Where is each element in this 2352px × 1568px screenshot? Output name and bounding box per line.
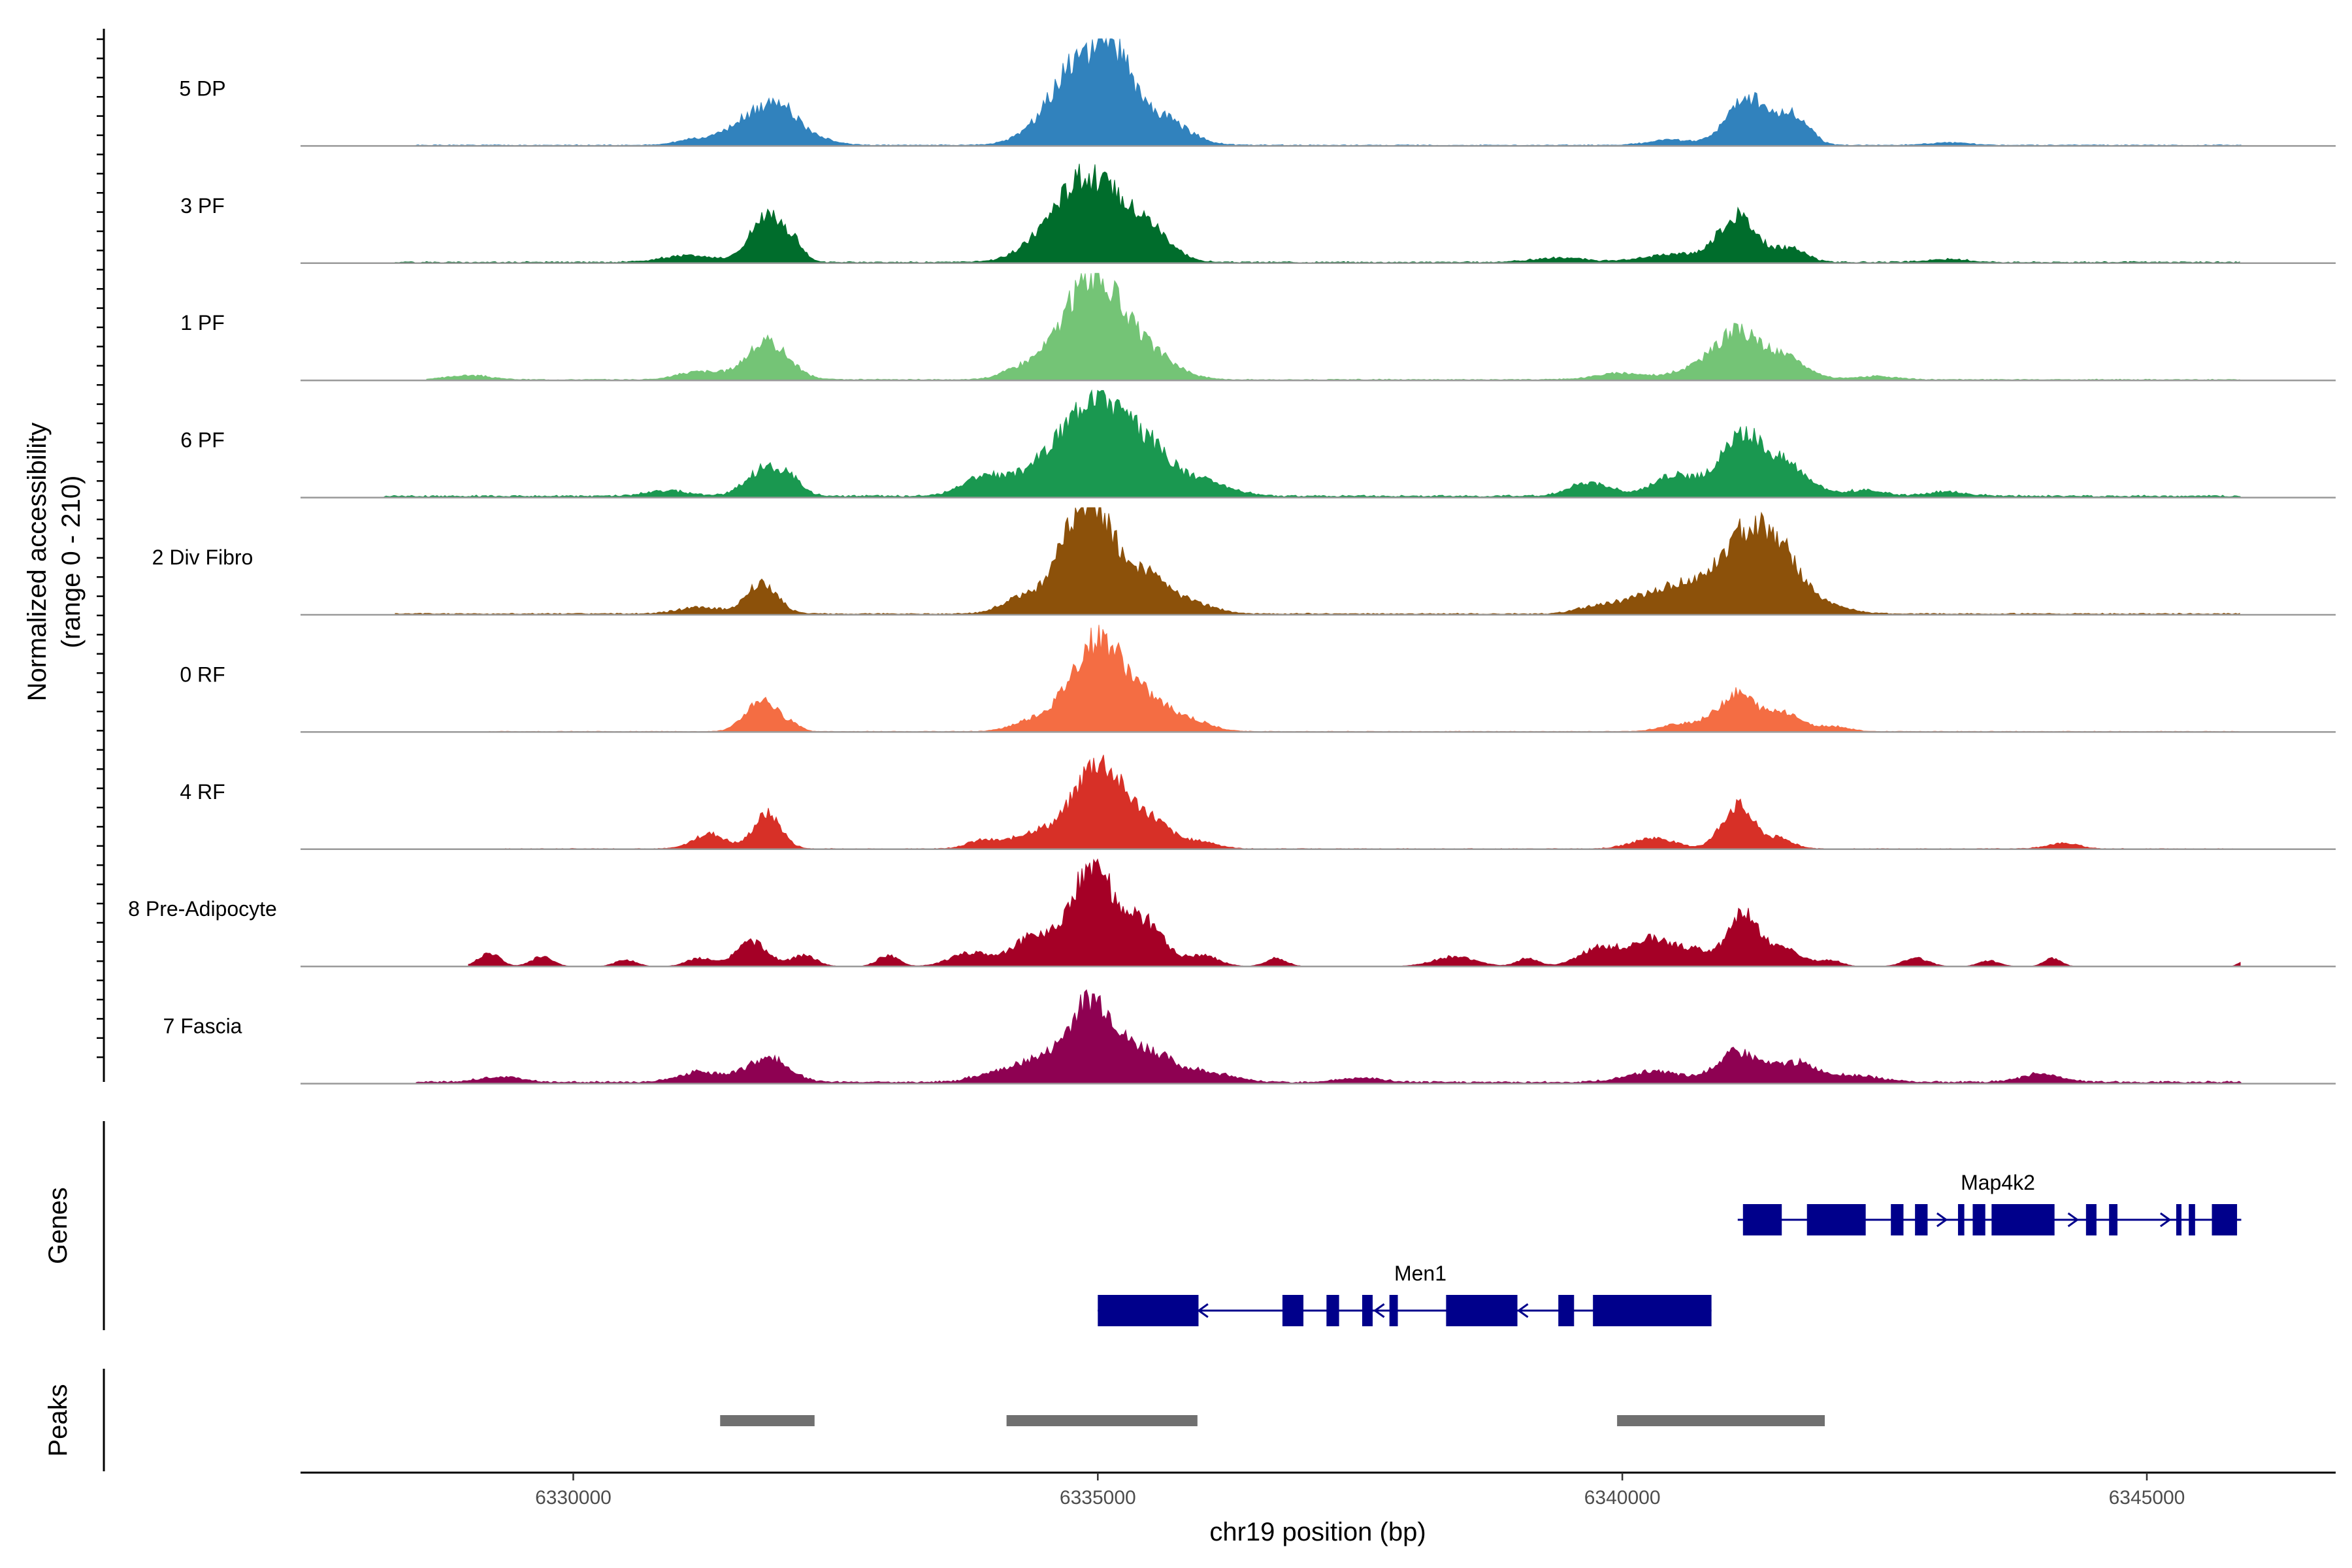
gene-exon [1593,1295,1712,1326]
x-axis-title: chr19 position (bp) [1209,1518,1426,1546]
gene-exon [1362,1295,1373,1326]
strand-arrow [2067,1212,2080,1228]
x-tick-label: 6345000 [2109,1487,2185,1509]
track-8-pre-adipocyte: 8 Pre-Adipocyte [128,858,2336,968]
gene-exon [1972,1204,1985,1235]
gene-exon [1282,1295,1304,1326]
gene-exon [1806,1204,1866,1235]
track-label: 8 Pre-Adipocyte [128,897,277,921]
gene-exon [1558,1295,1575,1326]
y-axis-title-line1: Normalized accessibility [23,423,52,702]
x-tick-label: 6340000 [1584,1487,1661,1509]
track-area [426,272,2240,381]
gene-exon [2189,1204,2195,1235]
peak-regions [720,1415,1825,1426]
coverage-y-ticks [97,38,104,1058]
genes-panel-label: Genes [44,1187,73,1264]
strand-arrow [1197,1303,1209,1318]
track-area [416,989,2242,1085]
coverage-tracks: 5 DP 3 PF 1 PF 6 PF 2 Div Fibro 0 RF 4 RF 8 Pre… [128,37,2336,1085]
gene-exon [1742,1204,1782,1235]
track-area [384,389,2241,498]
gene-exon [1389,1295,1398,1326]
gene-exon [1991,1204,2055,1235]
track-label: 1 PF [180,311,225,335]
peak-bar [1617,1415,1825,1426]
peak-bar [720,1415,815,1426]
gene-exon [1326,1295,1339,1326]
track-area [395,507,2240,615]
gene-exon [1957,1204,1965,1235]
track-area [395,163,2240,264]
gene-exon [1891,1204,1904,1235]
track-label: 4 RF [180,780,225,804]
gene-exon [2085,1204,2097,1235]
strand-arrow [2223,1212,2234,1228]
gene-exon [2109,1204,2118,1235]
track-7-fascia: 7 Fascia [163,989,2336,1085]
peak-bar [1006,1415,1198,1426]
gene-name-label: Men1 [1394,1262,1446,1285]
strand-arrow [2160,1212,2172,1228]
track-0-rf: 0 RF [180,625,2336,733]
track-2-div-fibro: 2 Div Fibro [152,507,2336,616]
track-area [468,858,2241,967]
gene-exon [1446,1295,1518,1326]
track-label: 2 Div Fibro [152,546,253,569]
track-area [499,755,2241,850]
gene-men1: Men1 [1097,1262,1712,1326]
gene-map4k2: Map4k2 [1737,1171,2242,1235]
y-axis-title-line2: (range 0 - 210) [57,476,86,649]
track-5-dp: 5 DP [179,37,2336,147]
gene-name-label: Map4k2 [1961,1171,2035,1194]
x-tick-label: 6335000 [1060,1487,1136,1509]
strand-arrow [1746,1212,1758,1228]
x-tick-label: 6330000 [535,1487,612,1509]
strand-arrow [1517,1303,1529,1318]
track-4-rf: 4 RF [180,755,2336,851]
x-axis-ticks: 6330000 6335000 6340000 6345000 [535,1473,2185,1509]
gene-exon [1915,1204,1928,1235]
track-label: 0 RF [180,662,225,686]
gene-exon [1098,1295,1199,1326]
peaks-panel-label: Peaks [44,1384,73,1456]
strand-arrow [1097,1303,1109,1318]
track-label: 5 DP [179,76,225,100]
track-label: 3 PF [180,194,225,218]
track-3-pf: 3 PF [180,163,2336,265]
track-1-pf: 1 PF [180,272,2336,382]
track-label: 7 Fascia [163,1015,242,1038]
track-6-pf: 6 PF [180,389,2336,498]
track-area [489,625,2240,732]
track-area [416,37,2242,146]
gene-exon [2176,1204,2181,1235]
gene-models: Map4k2 Men1 [1097,1171,2242,1326]
strand-arrow [1936,1212,1948,1228]
strand-arrow [1373,1303,1385,1318]
track-label: 6 PF [180,429,225,452]
